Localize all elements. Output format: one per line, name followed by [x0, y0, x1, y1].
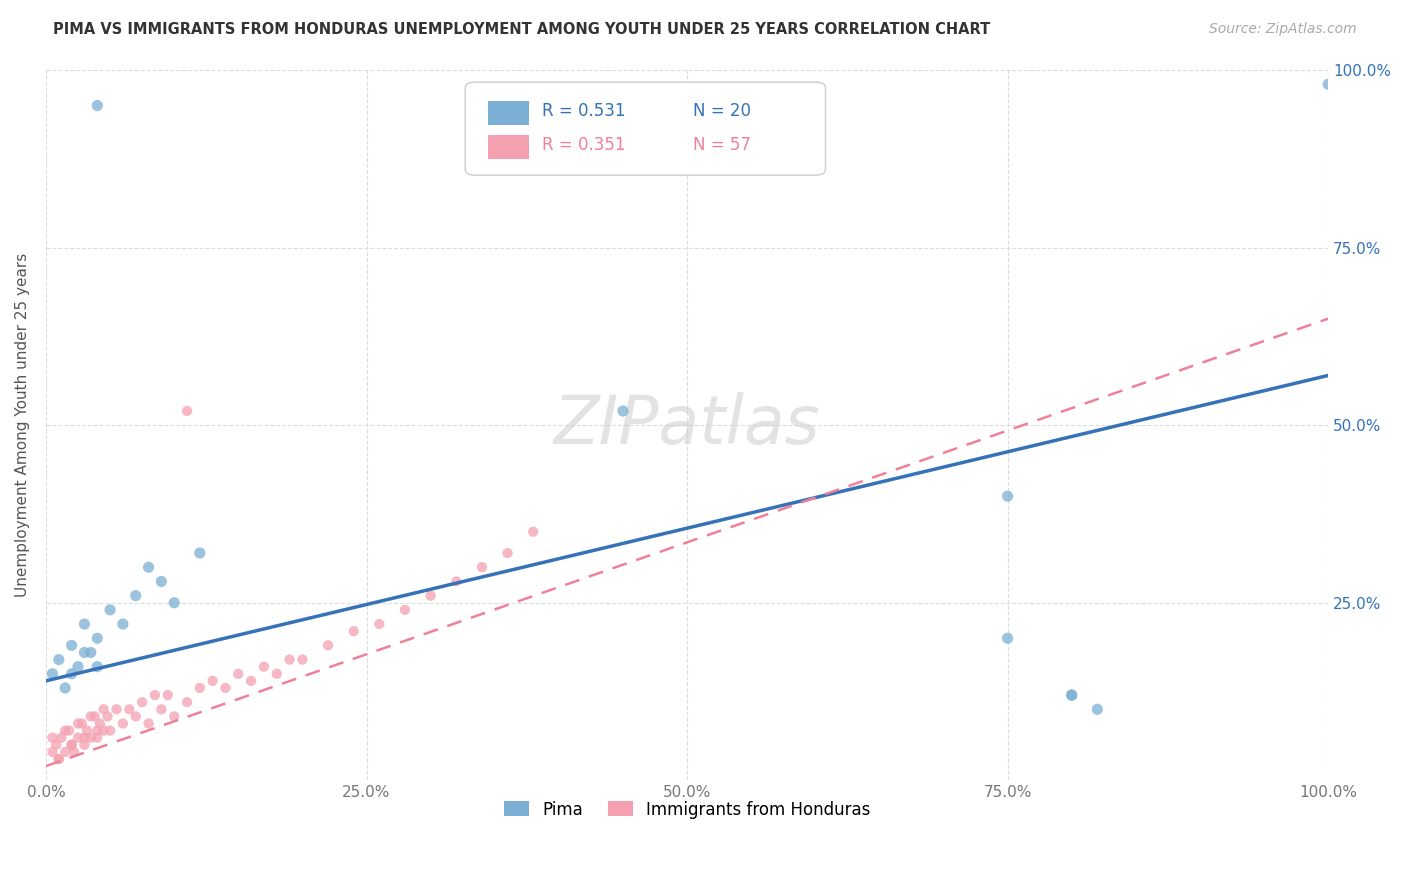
Point [612, 404, 634, 418]
Point [53, 681, 76, 695]
Point [1317, 77, 1340, 91]
Point [419, 589, 441, 603]
Point [98, 603, 121, 617]
Point [70, 716, 93, 731]
Point [150, 574, 173, 589]
Point [291, 652, 314, 666]
Text: R = 0.351: R = 0.351 [543, 136, 626, 153]
Point [997, 489, 1019, 503]
Point [89, 716, 111, 731]
Point [240, 673, 263, 688]
Point [80, 709, 103, 723]
Point [86, 731, 108, 745]
Point [73, 731, 96, 745]
Legend: Pima, Immigrants from Honduras: Pima, Immigrants from Honduras [496, 794, 877, 825]
Point [278, 652, 301, 666]
Point [53, 723, 76, 738]
Point [150, 702, 173, 716]
Point [188, 681, 211, 695]
Point [138, 560, 160, 574]
Point [253, 659, 276, 673]
Text: Source: ZipAtlas.com: Source: ZipAtlas.com [1209, 22, 1357, 37]
Point [997, 632, 1019, 646]
Point [63, 745, 86, 759]
Point [86, 98, 108, 112]
Point [118, 702, 141, 716]
Point [93, 723, 115, 738]
Point [266, 666, 288, 681]
Point [496, 546, 519, 560]
Point [214, 681, 236, 695]
Point [41, 666, 63, 681]
Point [66, 731, 89, 745]
Text: N = 57: N = 57 [693, 136, 751, 153]
Point [226, 666, 249, 681]
Point [93, 702, 115, 716]
Point [1060, 688, 1083, 702]
Point [60, 666, 83, 681]
Point [188, 546, 211, 560]
Point [176, 695, 198, 709]
Point [73, 645, 96, 659]
Point [125, 589, 148, 603]
Bar [488, 101, 529, 125]
Point [316, 638, 339, 652]
Point [96, 709, 118, 723]
Point [51, 731, 73, 745]
Point [83, 709, 105, 723]
Point [86, 659, 108, 673]
Point [80, 731, 103, 745]
Text: PIMA VS IMMIGRANTS FROM HONDURAS UNEMPLOYMENT AMONG YOUTH UNDER 25 YEARS CORRELA: PIMA VS IMMIGRANTS FROM HONDURAS UNEMPLO… [53, 22, 991, 37]
Point [343, 624, 366, 639]
Point [41, 745, 63, 759]
Point [48, 752, 70, 766]
Point [66, 716, 89, 731]
Point [131, 695, 153, 709]
Point [73, 738, 96, 752]
Point [163, 596, 186, 610]
Text: N = 20: N = 20 [693, 102, 751, 120]
Point [394, 603, 416, 617]
Point [163, 709, 186, 723]
Point [143, 688, 166, 702]
Point [41, 731, 63, 745]
Point [1060, 688, 1083, 702]
Point [201, 673, 224, 688]
Point [471, 560, 494, 574]
Point [176, 404, 198, 418]
Point [58, 723, 80, 738]
Point [111, 716, 134, 731]
Point [60, 738, 83, 752]
Point [48, 652, 70, 666]
Point [368, 617, 391, 632]
Point [98, 723, 121, 738]
Point [446, 574, 468, 589]
Point [66, 659, 89, 673]
Point [138, 716, 160, 731]
Point [60, 638, 83, 652]
Point [105, 702, 128, 716]
Text: R = 0.531: R = 0.531 [543, 102, 626, 120]
Point [80, 645, 103, 659]
Point [86, 632, 108, 646]
Point [125, 709, 148, 723]
Point [86, 723, 108, 738]
Text: ZIPatlas: ZIPatlas [554, 392, 820, 458]
Point [53, 745, 76, 759]
Bar [488, 135, 529, 159]
Point [156, 688, 179, 702]
Point [48, 752, 70, 766]
Point [1085, 702, 1108, 716]
FancyBboxPatch shape [465, 82, 825, 175]
Point [73, 617, 96, 632]
Point [60, 738, 83, 752]
Point [45, 738, 67, 752]
Y-axis label: Unemployment Among Youth under 25 years: Unemployment Among Youth under 25 years [15, 253, 30, 598]
Point [522, 524, 544, 539]
Point [76, 723, 98, 738]
Point [111, 617, 134, 632]
